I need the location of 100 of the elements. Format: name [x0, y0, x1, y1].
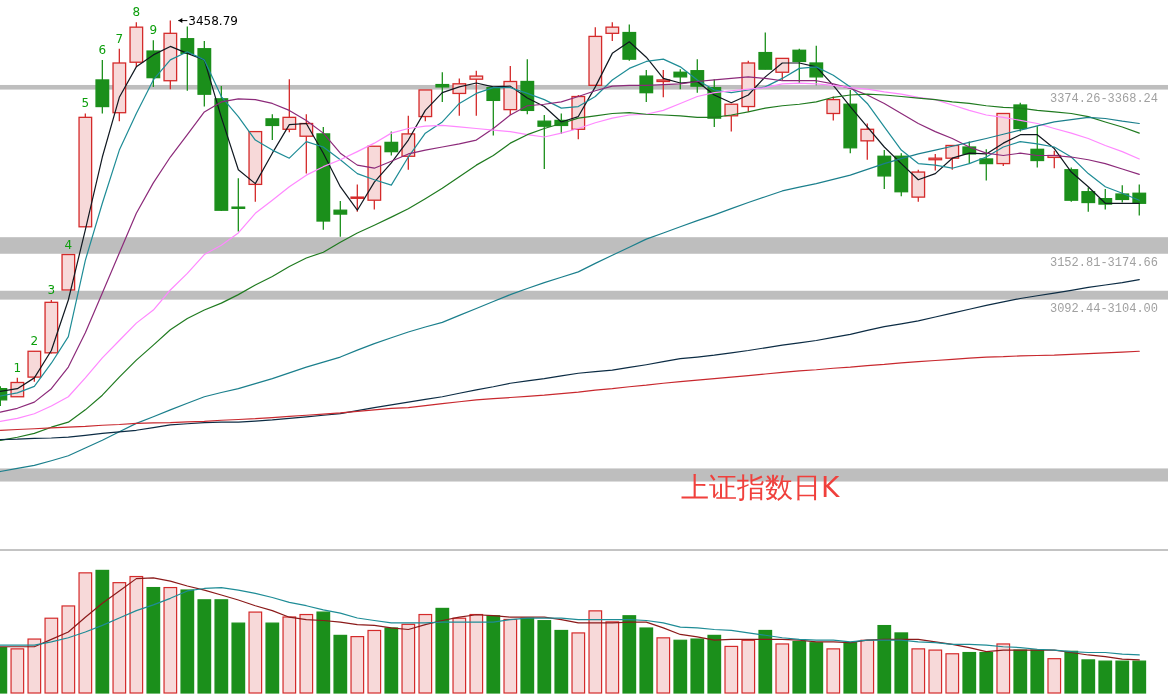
candlestick	[231, 177, 246, 233]
bar	[724, 645, 739, 694]
annotation: 3458.79	[188, 14, 238, 29]
bar	[248, 611, 263, 694]
candlestick	[435, 71, 450, 103]
text: 1	[13, 360, 22, 375]
bar	[996, 643, 1011, 694]
bar	[180, 589, 195, 694]
bar	[1115, 660, 1130, 694]
bar	[231, 622, 246, 694]
bar	[61, 605, 76, 694]
bar	[146, 586, 161, 694]
candlestick	[1081, 186, 1096, 213]
bar	[452, 617, 467, 694]
bar	[333, 634, 348, 694]
bar	[129, 575, 144, 694]
bar	[911, 648, 926, 694]
bar	[265, 622, 280, 694]
bar	[860, 639, 875, 694]
bar	[27, 638, 42, 694]
bar	[588, 610, 603, 694]
bar	[571, 632, 586, 694]
bar	[1030, 649, 1045, 694]
text: 3	[47, 283, 56, 298]
candlestick	[605, 21, 620, 42]
candlestick	[877, 149, 892, 190]
bar	[112, 582, 127, 694]
candlestick	[639, 69, 654, 103]
text: 5	[81, 96, 90, 111]
bar	[707, 634, 722, 694]
bar	[418, 613, 433, 694]
bar	[554, 629, 569, 694]
bar	[469, 613, 484, 694]
bar	[809, 642, 824, 694]
bar	[792, 640, 807, 694]
bar	[741, 639, 756, 694]
bar	[316, 611, 331, 694]
candlestick	[350, 183, 365, 213]
candlestick	[979, 148, 994, 182]
bar	[622, 615, 637, 694]
bar	[537, 620, 552, 694]
bar	[928, 649, 943, 694]
bar	[1047, 658, 1062, 694]
bar	[1081, 659, 1096, 694]
bar	[44, 617, 59, 694]
bar	[673, 639, 688, 694]
text: 4	[64, 237, 73, 252]
bar	[826, 648, 841, 694]
candlestick	[826, 95, 841, 122]
band-label: 3092.44-3104.00	[1049, 301, 1158, 316]
candlestick	[486, 87, 501, 137]
bar	[775, 643, 790, 694]
bar	[214, 599, 229, 694]
bar	[843, 642, 858, 694]
bar	[1098, 660, 1113, 694]
candlestick	[673, 68, 688, 90]
candlestick	[333, 200, 348, 238]
bar	[299, 613, 314, 694]
bar	[384, 627, 399, 694]
bar	[639, 627, 654, 694]
candlestick	[758, 31, 773, 70]
bar	[690, 638, 705, 694]
band-label: 3374.26-3368.24	[1049, 91, 1158, 106]
bar	[1132, 660, 1147, 694]
bar	[95, 569, 110, 694]
bar	[503, 618, 518, 694]
bar	[979, 651, 994, 694]
bar	[758, 629, 773, 694]
bar	[605, 621, 620, 694]
text: 7	[115, 31, 124, 46]
candlestick	[180, 25, 195, 92]
band-label: 3152.81-3174.66	[1049, 255, 1158, 270]
bar	[435, 607, 450, 694]
bar	[1064, 650, 1079, 694]
bar	[78, 572, 93, 694]
bar	[401, 623, 416, 694]
bar	[1013, 649, 1028, 694]
bar	[486, 615, 501, 694]
candlestick	[792, 48, 807, 84]
candlestick	[265, 113, 280, 141]
bar	[163, 586, 178, 694]
candlestick	[656, 69, 671, 98]
candlestick	[469, 70, 484, 117]
text: 9	[149, 23, 158, 38]
bar	[894, 632, 909, 694]
bar	[945, 653, 960, 694]
candlestick	[282, 78, 297, 134]
text: 8	[132, 5, 141, 20]
bar	[197, 599, 212, 694]
text: 6	[98, 42, 107, 57]
bar	[877, 624, 892, 694]
bar	[282, 616, 297, 694]
bar	[962, 651, 977, 694]
text: 2	[30, 334, 39, 349]
bar	[350, 636, 365, 694]
bar	[520, 617, 535, 694]
candlestick	[537, 114, 552, 170]
bar	[656, 637, 671, 694]
bar	[367, 629, 382, 694]
text: 上证指数日K	[680, 471, 840, 504]
